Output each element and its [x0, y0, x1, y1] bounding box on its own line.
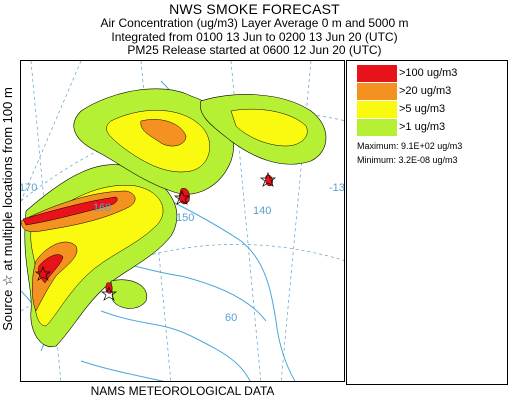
longitude-label: 150: [176, 212, 194, 224]
source-star-icon: [259, 172, 277, 187]
legend-minimum: Minimum: 3.2E-08 ug/m3: [357, 155, 458, 165]
legend-item: >100 ug/m3: [357, 65, 497, 82]
legend-label: >1 ug/m3: [399, 121, 446, 133]
smoke-map: 170 160 150 140 -130 60: [20, 60, 345, 382]
longitude-label: -130: [329, 182, 345, 194]
longitude-label: 160: [93, 202, 111, 214]
legend-swatch: [357, 65, 397, 82]
longitude-label: 140: [253, 205, 271, 217]
subtitle-integration: Integrated from 0100 13 Jun to 0200 13 J…: [111, 30, 398, 44]
latitude-labels: 60: [225, 312, 237, 324]
legend-swatch: [357, 101, 397, 118]
source-star-icon: [173, 190, 191, 205]
footer-data-source: NAMS METEOROLOGICAL DATA: [90, 384, 275, 398]
source-location-label: Source ☆ at multiple locations from 100 …: [0, 87, 15, 331]
legend-maximum: Maximum: 9.1E+02 ug/m3: [357, 141, 463, 151]
legend-swatch: [357, 83, 397, 100]
legend-label: >5 ug/m3: [399, 103, 446, 115]
legend-label: >20 ug/m3: [399, 85, 452, 97]
legend-label: >100 ug/m3: [399, 67, 458, 79]
subtitle-release: PM25 Release started at 0600 12 Jun 20 (…: [127, 43, 382, 57]
source-star-icon: [34, 266, 52, 281]
legend-item: >20 ug/m3: [357, 83, 497, 100]
source-markers: [34, 172, 277, 301]
subtitle-concentration: Air Concentration (ug/m3) Layer Average …: [100, 16, 409, 30]
legend-panel: >100 ug/m3 >20 ug/m3 >5 ug/m3 >1 ug/m3 Maxi…: [346, 60, 508, 385]
smoke-plumes: [21, 88, 327, 348]
legend-item: >1 ug/m3: [357, 119, 497, 136]
legend-item: >5 ug/m3: [357, 101, 497, 118]
legend-swatch: [357, 119, 397, 136]
longitude-label: 170: [21, 182, 37, 194]
chart-title: NWS SMOKE FORECAST: [169, 1, 340, 17]
longitude-labels: 170 160 150 140 -130: [21, 182, 345, 224]
map-canvas: 170 160 150 140 -130 60: [21, 61, 345, 381]
latitude-label: 60: [225, 312, 237, 324]
source-star-icon: [100, 286, 118, 301]
